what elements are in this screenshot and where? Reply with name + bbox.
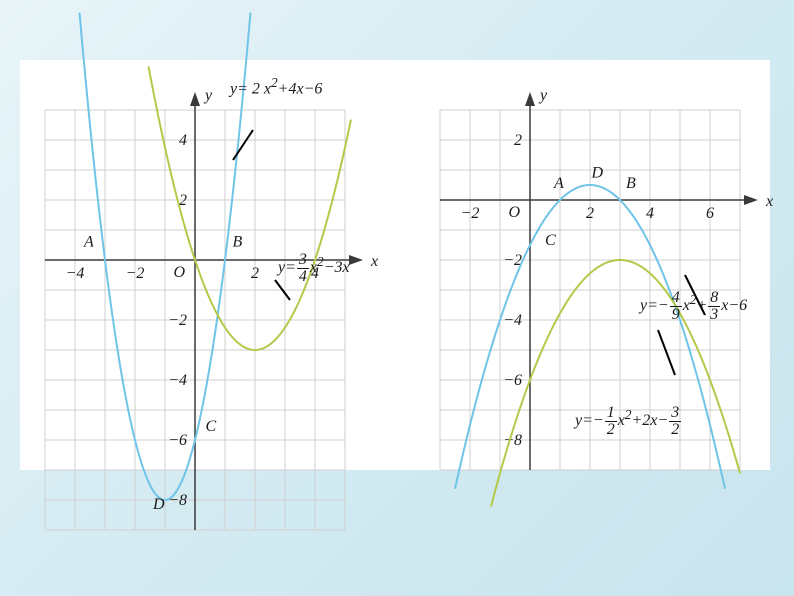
svg-text:−2: −2 [126,265,145,282]
equation-right-blue2: y=−12x2+2x−32 [575,405,682,438]
callout-blue2 [658,330,675,375]
point-label-B: B [233,234,243,251]
curve-olive [149,66,352,350]
svg-text:−2: −2 [461,205,480,222]
svg-text:−4: −4 [168,372,187,389]
svg-text:y: y [538,87,548,104]
equation-left-blue: y= 2 x2+4x−6 [230,75,322,98]
svg-text:4: 4 [179,132,187,149]
callout-blue [233,130,253,160]
svg-text:2: 2 [514,132,522,149]
equation-right-olive2: y=−49x2+83x−6 [640,290,747,323]
svg-text:O: O [173,264,185,281]
point-label-B: B [626,175,636,192]
svg-text:−6: −6 [168,432,187,449]
point-label-D: D [591,165,604,182]
chart-panel: −4−224−8−6−4−224OxyABCD −2246−8−6−4−22Ox… [20,60,770,470]
svg-text:−2: −2 [168,312,187,329]
svg-text:O: O [508,204,520,221]
svg-text:−4: −4 [503,312,522,329]
svg-text:2: 2 [251,265,259,282]
point-label-C: C [206,418,217,435]
point-label-A: A [83,234,94,251]
svg-text:−4: −4 [66,265,85,282]
point-label-A: A [553,175,564,192]
svg-text:x: x [765,193,773,210]
point-label-C: C [545,232,556,249]
svg-text:2: 2 [586,205,594,222]
right-plot: −2246−8−6−4−22OxyABCD [430,80,765,460]
svg-text:−8: −8 [168,492,187,509]
point-label-D: D [152,496,165,513]
svg-text:y: y [203,87,213,104]
svg-text:−8: −8 [503,432,522,449]
svg-text:−6: −6 [503,372,522,389]
svg-text:x: x [370,253,378,270]
svg-text:6: 6 [706,205,714,222]
equation-left-olive: y=34x2−3x [278,252,350,285]
svg-text:4: 4 [646,205,654,222]
